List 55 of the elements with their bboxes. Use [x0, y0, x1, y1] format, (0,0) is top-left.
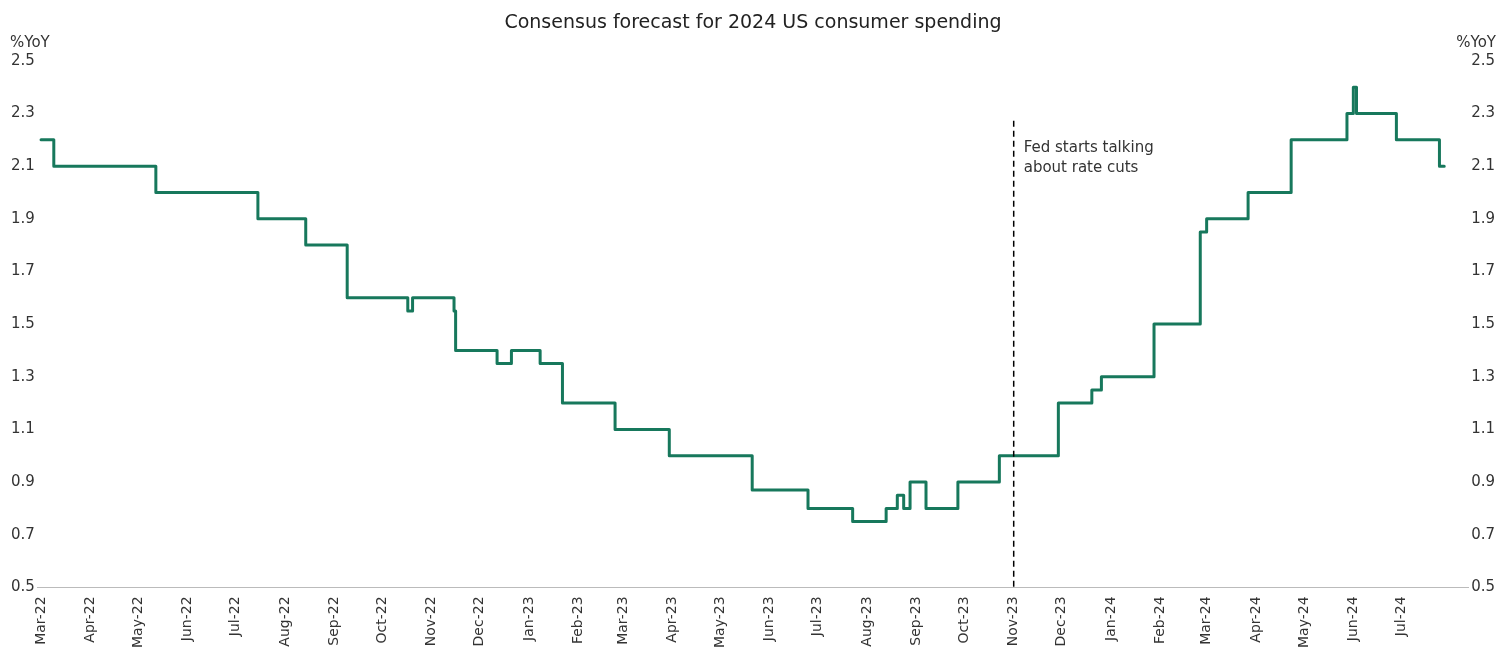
y-tick-label: 1.1 [11, 419, 35, 438]
x-tick-label: Sep-22 [325, 596, 342, 646]
x-tick-label: Aug-22 [275, 596, 292, 647]
x-tick-label: Feb-23 [569, 596, 586, 645]
chart-title: Consensus forecast for 2024 US consumer spending [504, 10, 1002, 33]
y-tick-label: 1.5 [11, 314, 35, 333]
y-tick-label: 1.3 [11, 366, 35, 385]
x-tick-label: Feb-24 [1151, 596, 1168, 645]
y-tick-label: 0.9 [11, 472, 35, 490]
x-tick-label: Oct-22 [372, 596, 389, 644]
x-tick-label: Jul-24 [1391, 596, 1408, 638]
x-tick-label: May-22 [128, 596, 145, 649]
y2-tick-label: 1.1 [1471, 419, 1495, 438]
y2-tick-label: 1.3 [1471, 366, 1495, 385]
y2-tick-label: 2.1 [1471, 156, 1495, 175]
x-tick-label: May-24 [1294, 596, 1311, 649]
x-tick-label: Dec-23 [1052, 596, 1069, 647]
y-tick-label: 0.7 [11, 524, 35, 543]
x-tick-label: Aug-23 [857, 596, 874, 647]
x-tick-label: Nov-23 [1004, 596, 1021, 647]
x-tick-label: Apr-22 [81, 596, 98, 643]
y-tick-label: 2.1 [11, 156, 35, 175]
y2-tick-label: 0.5 [1471, 577, 1495, 596]
x-tick-label: Sep-23 [907, 596, 924, 646]
y2-axis-title: %YoY [1456, 33, 1497, 52]
x-tick-label: Jun-24 [1343, 596, 1360, 643]
x-tick-label: Dec-22 [470, 596, 487, 647]
x-tick-label: Jan-24 [1101, 596, 1118, 642]
y2-tick-label: 0.9 [1471, 472, 1495, 490]
y-tick-label: 1.7 [11, 261, 35, 280]
x-tick-label: Mar-22 [31, 596, 48, 645]
y-tick-label: 2.5 [11, 50, 35, 69]
x-tick-label: Jun-22 [178, 596, 195, 643]
x-tick-label: Apr-23 [663, 596, 680, 643]
y-axis-title: %YoY [10, 33, 51, 52]
y-tick-label: 2.3 [11, 103, 35, 122]
x-tick-label: Jun-23 [760, 596, 777, 643]
y-tick-label: 1.9 [11, 208, 35, 227]
y2-tick-label: 0.7 [1471, 524, 1495, 543]
y-tick-label: 0.5 [11, 577, 35, 596]
x-tick-label: Jan-23 [519, 596, 536, 642]
x-tick-label: Jul-23 [808, 596, 825, 638]
x-tick-label: Nov-22 [422, 596, 439, 647]
x-tick-label: Jul-22 [226, 596, 243, 638]
x-tick-label: May-23 [710, 596, 727, 649]
x-tick-label: Apr-24 [1246, 596, 1263, 643]
y2-tick-label: 1.9 [1471, 208, 1495, 227]
y2-tick-label: 1.5 [1471, 314, 1495, 333]
ref-line-label: Fed starts talking about rate cuts [1023, 138, 1154, 177]
y2-tick-label: 2.5 [1471, 50, 1495, 69]
x-tick-label: Mar-24 [1197, 596, 1214, 645]
y2-tick-label: 2.3 [1471, 103, 1495, 122]
x-tick-label: Mar-23 [613, 596, 630, 645]
y2-tick-label: 1.7 [1471, 261, 1495, 280]
x-tick-label: Oct-23 [954, 596, 971, 644]
